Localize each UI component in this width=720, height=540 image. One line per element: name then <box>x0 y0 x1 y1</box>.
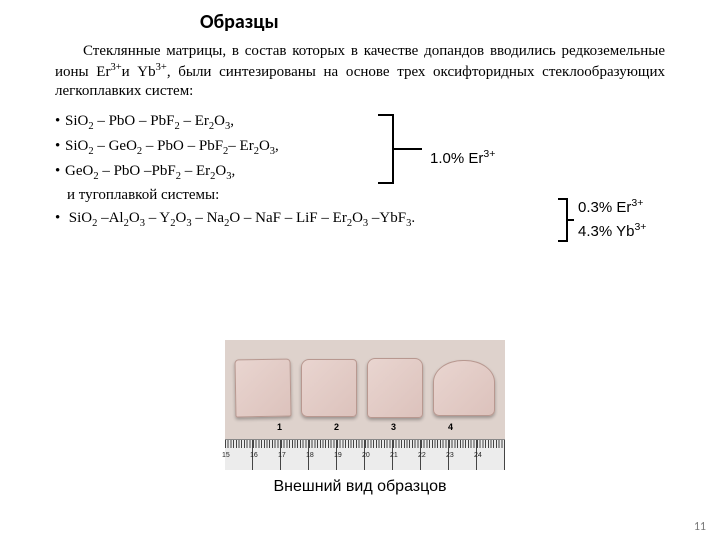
page-title: Образцы <box>200 10 279 34</box>
ruler-num: 23 <box>446 452 454 459</box>
dopant-yb: 4.3% Yb3+ <box>578 220 646 244</box>
glass-sample-3 <box>367 358 423 418</box>
ruler: 15 16 17 18 19 20 21 22 23 24 <box>225 439 505 470</box>
page-number: 11 <box>694 520 706 534</box>
ruler-num: 21 <box>390 452 398 459</box>
ruler-num: 18 <box>306 452 314 459</box>
ruler-num: 15 <box>222 452 230 459</box>
formula-4: • SiO2 –Al2O3 – Y2O3 – Na2O – NaF – LiF … <box>55 207 535 232</box>
glass-sample-2 <box>301 359 357 417</box>
dopant-er2: 0.3% Er3+ <box>578 196 646 220</box>
glass-sample-1 <box>234 359 291 418</box>
formula-2-text: SiO2 – GeO2 – PbO – PbF2– Er2O3, <box>65 138 279 154</box>
intro-paragraph: Стеклянные матрицы, в состав которых в к… <box>55 42 665 100</box>
formula-1-text: SiO2 – PbO – PbF2 – Er2O3, <box>65 113 234 129</box>
dopant-label-er-yb: 0.3% Er3+ 4.3% Yb3+ <box>578 196 646 243</box>
ruler-num: 24 <box>474 452 482 459</box>
samples-photo: 1 2 3 4 15 16 17 18 19 20 21 22 23 24 <box>225 340 505 470</box>
samples-labels-row: 1 2 3 4 <box>225 422 505 432</box>
formula-note: и тугоплавкой системы: <box>67 184 535 207</box>
glass-sample-4 <box>433 360 495 416</box>
ruler-num: 16 <box>250 452 258 459</box>
samples-row <box>225 348 505 428</box>
ruler-num: 20 <box>362 452 370 459</box>
formula-1: •SiO2 – PbO – PbF2 – Er2O3, <box>55 110 535 135</box>
sample-num-3: 3 <box>391 422 396 432</box>
formula-list: •SiO2 – PbO – PbF2 – Er2O3, •SiO2 – GeO2… <box>55 110 535 232</box>
photo-caption: Внешний вид образцов <box>0 478 720 496</box>
sample-num-1: 1 <box>277 422 282 432</box>
ruler-num: 19 <box>334 452 342 459</box>
bracket-left <box>378 114 418 184</box>
formula-3-text: GeO2 – PbO –PbF2 – Er2O3, <box>65 163 235 179</box>
bracket-right <box>558 198 576 242</box>
ruler-num: 22 <box>418 452 426 459</box>
dopant-label-er: 1.0% Er3+ <box>430 148 495 167</box>
ruler-scale: 15 16 17 18 19 20 21 22 23 24 <box>225 440 505 470</box>
sample-num-2: 2 <box>334 422 339 432</box>
formula-4-text: SiO2 –Al2O3 – Y2O3 – Na2O – NaF – LiF – … <box>65 210 415 226</box>
sample-num-4: 4 <box>448 422 453 432</box>
ruler-num: 17 <box>278 452 286 459</box>
